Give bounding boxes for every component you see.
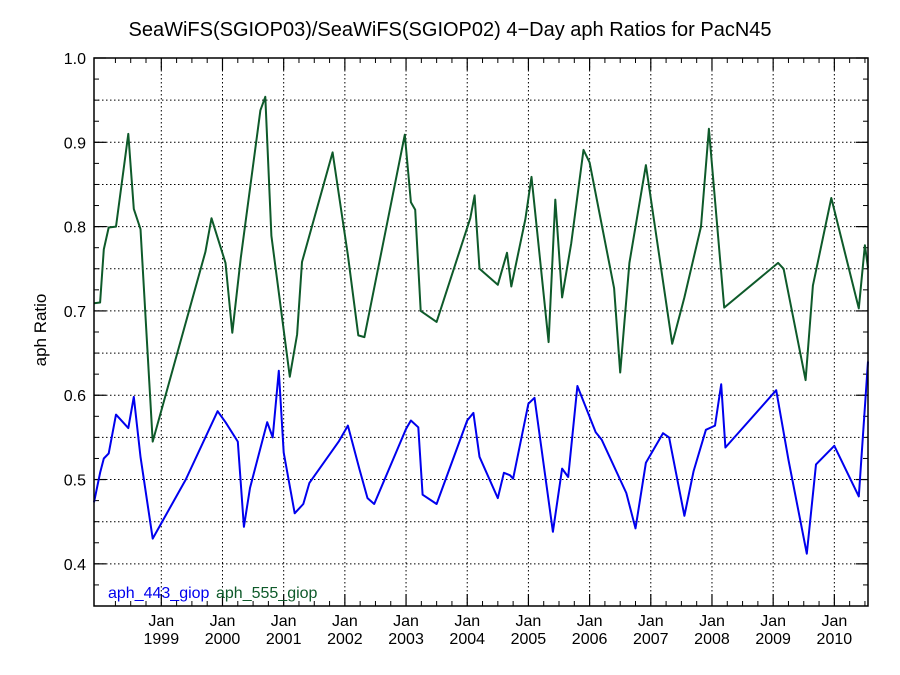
ticks: 0.40.50.60.70.80.91.0Jan1999Jan2000Jan20… <box>64 51 868 648</box>
x-tick-month: Jan <box>699 613 725 630</box>
y-tick-label: 0.9 <box>64 135 86 152</box>
x-tick-month: Jan <box>271 613 297 630</box>
x-tick-year: 2008 <box>694 631 730 648</box>
x-tick-month: Jan <box>393 613 419 630</box>
x-tick-year: 2009 <box>755 631 791 648</box>
x-tick-month: Jan <box>332 613 358 630</box>
grid <box>94 58 868 606</box>
legend-entry-aph_555_giop: aph_555_giop <box>216 585 318 602</box>
x-tick-year: 2004 <box>449 631 485 648</box>
series-line-aph_555_giop <box>93 95 869 443</box>
y-tick-label: 0.7 <box>64 304 86 321</box>
x-tick-month: Jan <box>148 613 174 630</box>
x-tick-year: 2005 <box>511 631 547 648</box>
x-tick-month: Jan <box>577 613 603 630</box>
y-tick-label: 1.0 <box>64 51 86 68</box>
x-tick-year: 2007 <box>633 631 669 648</box>
x-tick-month: Jan <box>210 613 236 630</box>
series-line-aph_443_giop <box>93 361 869 555</box>
y-tick-label: 0.8 <box>64 220 86 237</box>
legend: aph_443_giop aph_555_giop <box>108 585 318 602</box>
x-tick-year: 2002 <box>327 631 363 648</box>
y-axis-label: aph Ratio <box>31 294 50 367</box>
x-tick-month: Jan <box>821 613 847 630</box>
x-tick-month: Jan <box>454 613 480 630</box>
y-tick-label: 0.5 <box>64 473 86 490</box>
x-tick-year: 2010 <box>817 631 853 648</box>
x-tick-month: Jan <box>760 613 786 630</box>
chart-title: SeaWiFS(SGIOP03)/SeaWiFS(SGIOP02) 4−Day … <box>128 19 771 41</box>
series-lines <box>93 95 869 555</box>
x-tick-month: Jan <box>638 613 664 630</box>
x-tick-year: 2000 <box>205 631 241 648</box>
y-tick-label: 0.6 <box>64 388 86 405</box>
x-tick-month: Jan <box>516 613 542 630</box>
x-tick-year: 1999 <box>144 631 180 648</box>
x-tick-year: 2006 <box>572 631 608 648</box>
y-tick-label: 0.4 <box>64 557 86 574</box>
x-tick-year: 2001 <box>266 631 302 648</box>
legend-entry-aph_443_giop: aph_443_giop <box>108 585 210 602</box>
x-tick-year: 2003 <box>388 631 424 648</box>
plot-frame <box>93 57 869 607</box>
